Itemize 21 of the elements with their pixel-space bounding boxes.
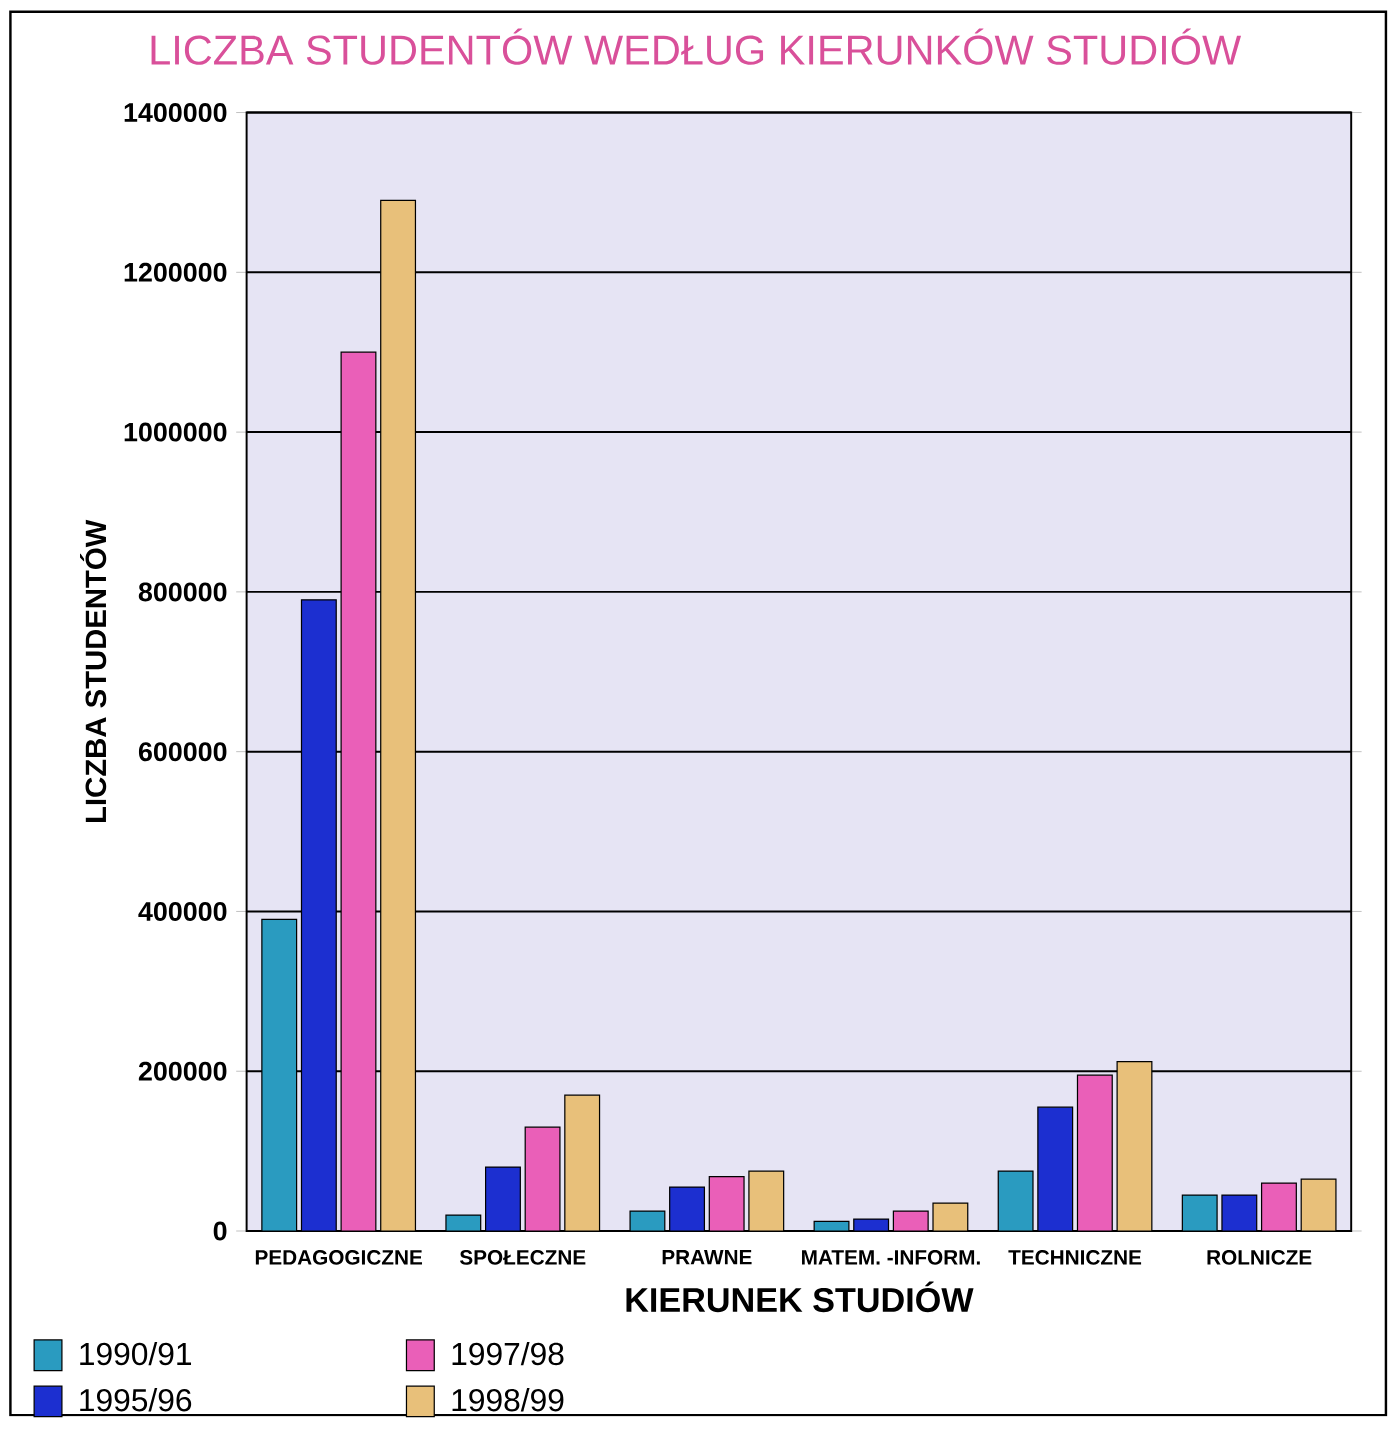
x-tick-label: PEDAGOGICZNE bbox=[255, 1250, 422, 1265]
y-tick-label: 400000 bbox=[138, 901, 227, 921]
legend-label: 1990/91 bbox=[80, 1341, 191, 1366]
x-tick-label: TECHNICZNE bbox=[1008, 1250, 1141, 1265]
legend-label: 1998/99 bbox=[452, 1388, 564, 1412]
x-tick-label: ROLNICZE bbox=[1207, 1250, 1312, 1265]
x-tick-label: SPOŁECZNE bbox=[459, 1250, 586, 1265]
y-axis-title: LICZBA STUDENTÓW bbox=[79, 519, 107, 822]
x-tick-label: MATEM. -INFORM. bbox=[801, 1250, 980, 1265]
y-tick-label: 1000000 bbox=[124, 422, 227, 442]
x-axis-title: KIERUNEK STUDIÓW bbox=[626, 1281, 974, 1313]
y-tick-label: 0 bbox=[213, 1221, 227, 1241]
legend-label: 1995/96 bbox=[80, 1388, 191, 1412]
y-tick-label: 200000 bbox=[138, 1061, 227, 1081]
y-tick-label: 1200000 bbox=[124, 262, 227, 282]
y-tick-label: 600000 bbox=[138, 742, 227, 762]
y-tick-label: 800000 bbox=[138, 582, 227, 602]
chart-title: LICZBA STUDENTÓW WEDŁUG KIERUNKÓW STUDIÓW bbox=[151, 28, 1241, 65]
x-tick-label: PRAWNE bbox=[662, 1250, 752, 1265]
y-tick-label: 1400000 bbox=[124, 103, 227, 123]
legend-label: 1997/98 bbox=[452, 1341, 564, 1366]
